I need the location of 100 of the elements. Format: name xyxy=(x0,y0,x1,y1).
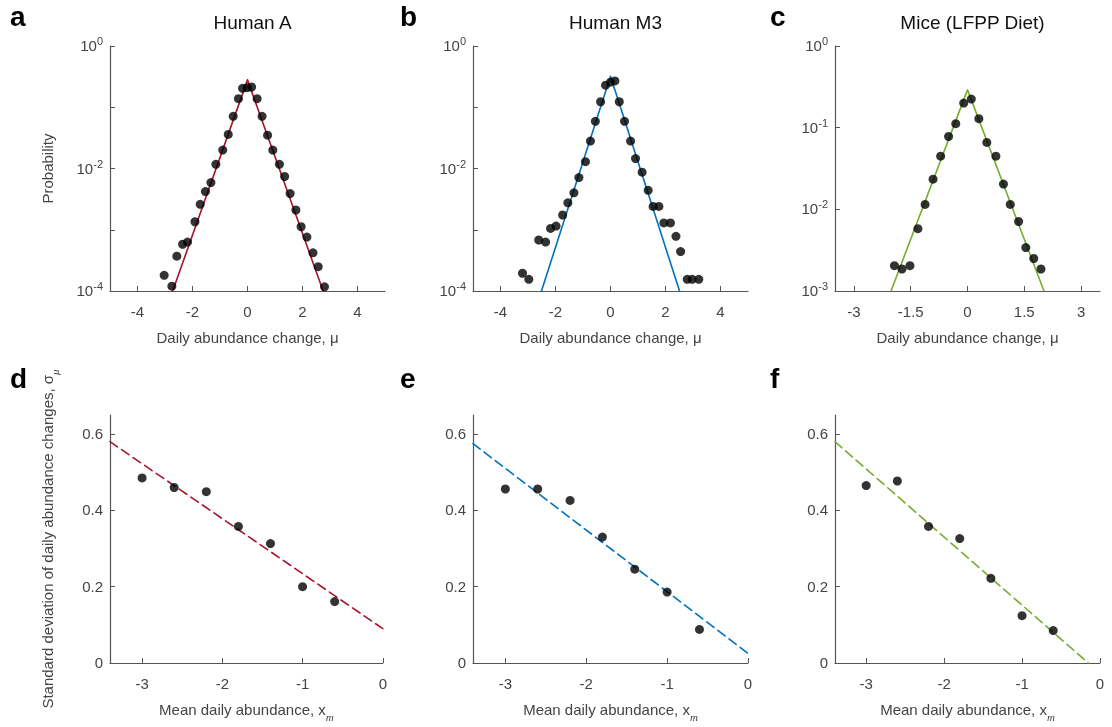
point xyxy=(892,476,902,486)
point xyxy=(263,130,273,140)
point xyxy=(905,261,915,271)
point xyxy=(1029,254,1039,263)
point xyxy=(302,232,312,242)
point xyxy=(159,270,169,280)
x-tick-label: -3 xyxy=(498,675,513,692)
point xyxy=(308,248,318,258)
point xyxy=(951,119,961,129)
point xyxy=(1036,264,1046,274)
point xyxy=(252,94,262,104)
x-tick-label: 0 xyxy=(378,675,387,692)
y-tick-label: 10$^{-2}$ xyxy=(801,198,828,220)
point xyxy=(569,188,579,198)
y-tick-label: 10$^{-2}$ xyxy=(76,157,103,179)
y-tick-label: 10$^{0}$ xyxy=(805,35,828,56)
point xyxy=(167,281,177,291)
point xyxy=(565,495,575,505)
point xyxy=(172,251,182,261)
y-tick-label: 10$^{-4}$ xyxy=(76,280,103,301)
text: f xyxy=(770,362,780,394)
point xyxy=(665,218,675,228)
point xyxy=(247,82,257,92)
text: c xyxy=(770,0,786,32)
point xyxy=(183,237,193,247)
y-tick-label: 10$^{-1}$ xyxy=(801,116,828,138)
point xyxy=(274,159,284,169)
chart-title: Mice (LFPP Diet) xyxy=(900,12,1045,33)
point xyxy=(211,159,221,169)
x-tick-label: 0 xyxy=(606,303,615,320)
point xyxy=(296,222,306,232)
y-tick-label: 0 xyxy=(457,653,466,673)
point xyxy=(266,539,275,549)
point xyxy=(268,145,278,155)
x-axis-title: Daily abundance change, μ xyxy=(876,329,1059,346)
x-tick-label: 0 xyxy=(1095,675,1105,692)
x-tick-label: 2 xyxy=(298,303,307,320)
point xyxy=(913,224,923,234)
point xyxy=(620,116,630,126)
x-tick-label: -3 xyxy=(859,675,873,692)
y-tick-label: 0.2 xyxy=(82,576,103,597)
x-tick-label: 0 xyxy=(963,303,972,320)
y-tick-label: 0.6 xyxy=(82,424,103,445)
y-tick-label: 0.6 xyxy=(445,424,466,445)
y-tick-label: 10$^{-4}$ xyxy=(439,280,466,301)
point xyxy=(637,167,647,177)
y-tick-label: 0.4 xyxy=(82,500,103,521)
x-tick-label: 4 xyxy=(353,303,362,320)
text: a xyxy=(10,0,26,32)
point xyxy=(959,98,969,108)
point xyxy=(320,282,329,292)
point xyxy=(190,217,200,227)
point xyxy=(928,174,938,184)
point xyxy=(201,487,211,497)
point xyxy=(195,199,205,209)
point xyxy=(206,178,216,188)
x-axis-title: Daily abundance change, μ xyxy=(156,329,339,346)
point xyxy=(936,151,946,161)
point xyxy=(541,237,551,247)
point xyxy=(563,198,573,208)
y-tick-label: 10$^{-3}$ xyxy=(801,280,828,301)
chart-title: Human A xyxy=(213,12,292,33)
point xyxy=(861,481,871,491)
point xyxy=(614,97,624,107)
point xyxy=(580,157,590,167)
x-tick-label: -4 xyxy=(130,303,145,320)
point xyxy=(626,136,636,146)
point xyxy=(330,597,340,607)
point xyxy=(597,532,607,542)
point xyxy=(518,268,527,278)
x-tick-label: -1.5 xyxy=(897,303,924,320)
x-tick-label: 3 xyxy=(1076,303,1086,320)
x-tick-label: 0 xyxy=(243,303,252,320)
point xyxy=(574,173,584,183)
point xyxy=(924,521,934,531)
y-tick-label: 0.2 xyxy=(445,576,466,597)
chart-title: Human M3 xyxy=(569,12,662,33)
y-tick-label: 10$^{0}$ xyxy=(80,35,103,56)
point xyxy=(654,201,664,211)
y-axis-title: Probability xyxy=(39,132,56,204)
point xyxy=(671,231,681,241)
point xyxy=(285,189,295,199)
point xyxy=(944,131,954,141)
y-tick-label: 10$^{0}$ xyxy=(443,35,466,56)
x-tick-label: -2 xyxy=(937,675,951,692)
point xyxy=(313,262,323,272)
point xyxy=(1005,199,1015,209)
x-tick-label: 4 xyxy=(716,303,725,320)
point xyxy=(280,172,290,182)
point xyxy=(1014,216,1024,226)
x-tick-label: -3 xyxy=(135,675,149,692)
point xyxy=(223,129,233,139)
y-tick-label: 0.2 xyxy=(807,576,828,597)
point xyxy=(998,179,1008,189)
x-tick-label: -1 xyxy=(1015,675,1029,692)
point xyxy=(991,151,1001,161)
point xyxy=(298,582,308,592)
point xyxy=(982,137,992,147)
y-tick-label: 0 xyxy=(819,653,828,673)
x-tick-label: -1 xyxy=(295,675,310,692)
